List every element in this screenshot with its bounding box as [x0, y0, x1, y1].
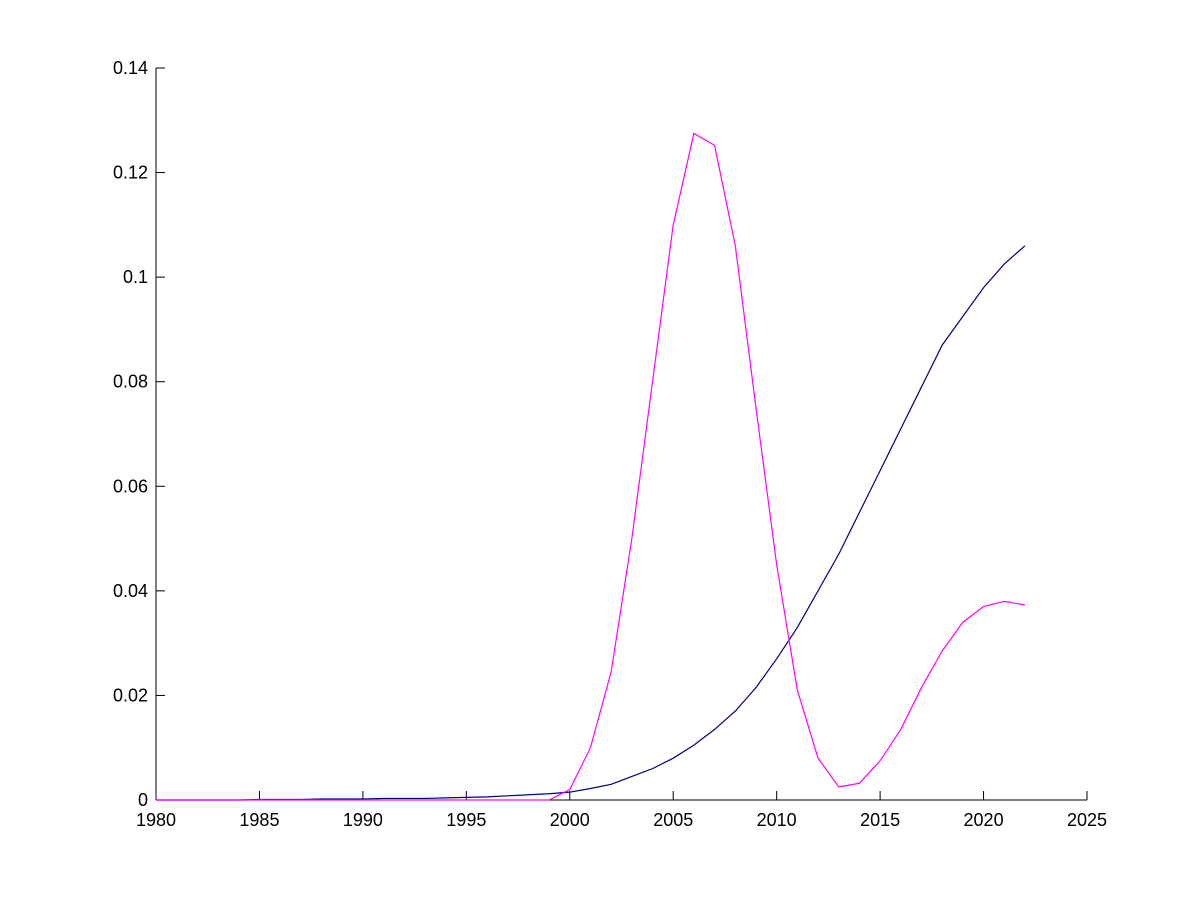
x-tick-label: 2020 [964, 810, 1004, 830]
y-tick-label: 0.12 [113, 163, 148, 183]
x-tick-label: 2010 [757, 810, 797, 830]
y-tick-label: 0 [138, 790, 148, 810]
x-tick-label: 2000 [550, 810, 590, 830]
x-tick-label: 2005 [653, 810, 693, 830]
y-tick-label: 0.06 [113, 476, 148, 496]
series-line [156, 245, 1026, 801]
x-tick-label: 1995 [446, 810, 486, 830]
x-tick-label: 1990 [343, 810, 383, 830]
x-tick-label: 2025 [1067, 810, 1107, 830]
x-tick-label: 1985 [239, 810, 279, 830]
y-tick-label: 0.14 [113, 58, 148, 78]
y-tick-label: 0.08 [113, 372, 148, 392]
x-tick-label: 2015 [860, 810, 900, 830]
y-tick-label: 0.1 [123, 267, 148, 287]
series-line [156, 132, 1026, 801]
x-tick-label: 1980 [136, 810, 176, 830]
y-tick-label: 0.02 [113, 685, 148, 705]
y-tick-label: 0.04 [113, 581, 148, 601]
